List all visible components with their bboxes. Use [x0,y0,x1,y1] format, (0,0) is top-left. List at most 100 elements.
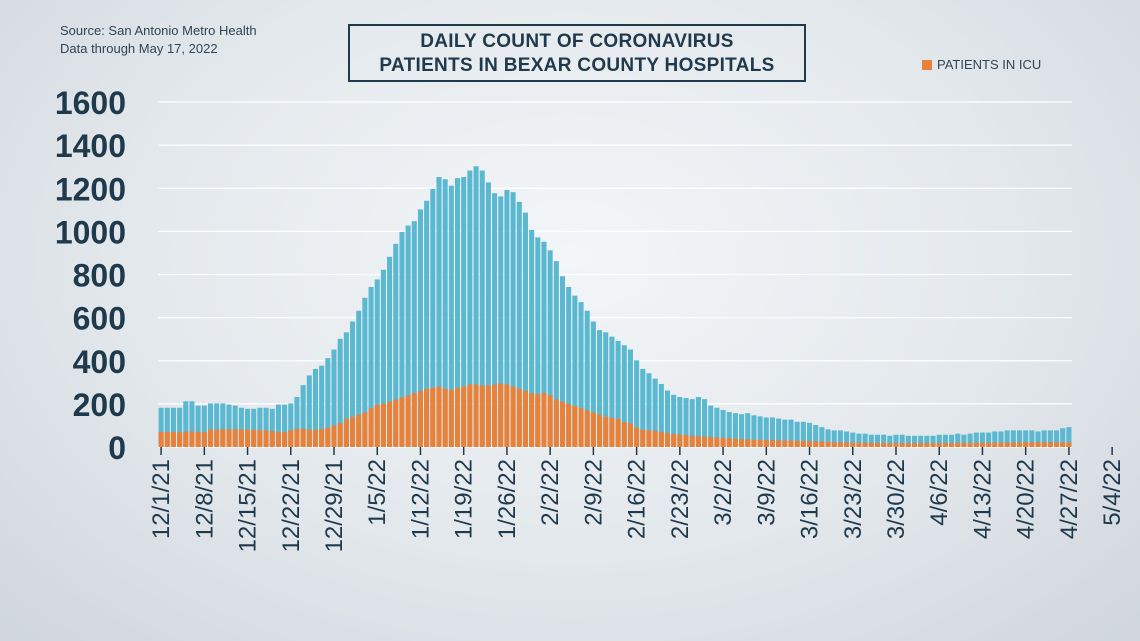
icu-bar [399,397,405,447]
y-tick-label: 400 [73,344,126,380]
icu-bar [553,399,559,447]
total-bar [263,407,269,447]
total-bar [306,375,312,447]
source-line: Source: San Antonio Metro Health [60,23,257,38]
total-bar [794,421,800,447]
icu-bar [634,427,640,447]
total-bar [374,279,380,447]
total-bar [652,378,658,447]
icu-bar [973,442,979,447]
total-bar [214,403,220,447]
total-bar [677,396,683,447]
x-tick-label: 12/29/21 [321,459,348,552]
total-bar [399,232,405,447]
icu-bar [566,403,572,448]
icu-bar [214,429,220,447]
icu-bar [522,390,528,447]
total-bar [158,407,164,447]
total-bar [986,432,992,447]
icu-bar [862,442,868,447]
icu-bar [615,418,621,447]
x-tick-label: 3/2/22 [710,459,737,526]
icu-bar [356,414,362,447]
total-bar [640,368,646,447]
total-bar [807,422,813,447]
total-bar [529,229,535,447]
icu-bar [986,442,992,447]
icu-bar [492,384,498,447]
icu-bar [708,437,714,447]
icu-bar [782,440,788,447]
icu-bars [158,383,1072,448]
total-bar [436,177,442,448]
total-bar [473,166,479,447]
total-bar [368,287,374,447]
icu-bar [331,425,337,447]
total-bar [646,373,652,447]
total-bar [553,261,559,447]
icu-bar [578,408,584,447]
x-tick-label: 1/26/22 [494,459,521,539]
total-bar [442,179,448,447]
total-bar [1035,431,1041,447]
icu-bar [312,429,319,447]
total-bar [825,429,831,447]
total-bar [955,433,961,447]
icu-bar [325,427,331,447]
icu-bar [362,412,368,447]
total-bar [998,431,1004,447]
icu-bar [967,442,973,447]
icu-bar [424,388,430,447]
x-tick-label: 3/16/22 [797,459,824,539]
icu-bar [979,442,985,447]
icu-bar [918,443,924,447]
icu-bar [837,442,843,447]
total-bar [245,408,251,447]
icu-bar [819,441,825,447]
icu-bar [942,443,948,447]
icu-bar [788,440,794,447]
icu-bar [516,388,522,447]
icu-bar [380,403,386,448]
icu-bar [232,429,238,447]
total-bar [911,435,918,447]
icu-bar [776,440,782,447]
total-bar [658,384,664,447]
total-bar [201,405,207,447]
total-bar [1041,430,1047,447]
icu-bar [905,443,911,447]
icu-bar [572,406,578,447]
total-bar [510,192,516,447]
icu-bar [844,442,850,447]
total-bar [195,405,201,447]
total-bar [1060,428,1066,447]
icu-bar [207,429,214,447]
x-tick-label: 2/23/22 [667,459,694,539]
total-bar [380,269,386,447]
icu-bar [800,440,806,447]
icu-bar [183,431,189,447]
icu-bar [671,434,677,447]
total-bar [763,417,769,447]
total-bar [813,425,819,447]
icu-bar [547,395,553,447]
icu-bar [189,431,195,447]
total-bar [448,185,454,447]
icu-bar [288,430,294,447]
icu-bar [430,387,436,447]
total-bar [417,209,423,447]
total-bar [1010,430,1016,447]
icu-bar [473,384,479,447]
icu-bar [695,436,701,447]
icu-bar [275,431,281,447]
total-bar [615,340,621,447]
total-bar [424,200,430,447]
total-bar [837,430,843,447]
total-bar [714,407,720,447]
icu-bar [856,442,862,447]
icu-bar [498,383,504,447]
x-tick-label: 12/22/21 [278,459,305,552]
icu-bar [337,423,343,447]
total-bar [671,394,677,447]
total-bar [609,336,615,447]
